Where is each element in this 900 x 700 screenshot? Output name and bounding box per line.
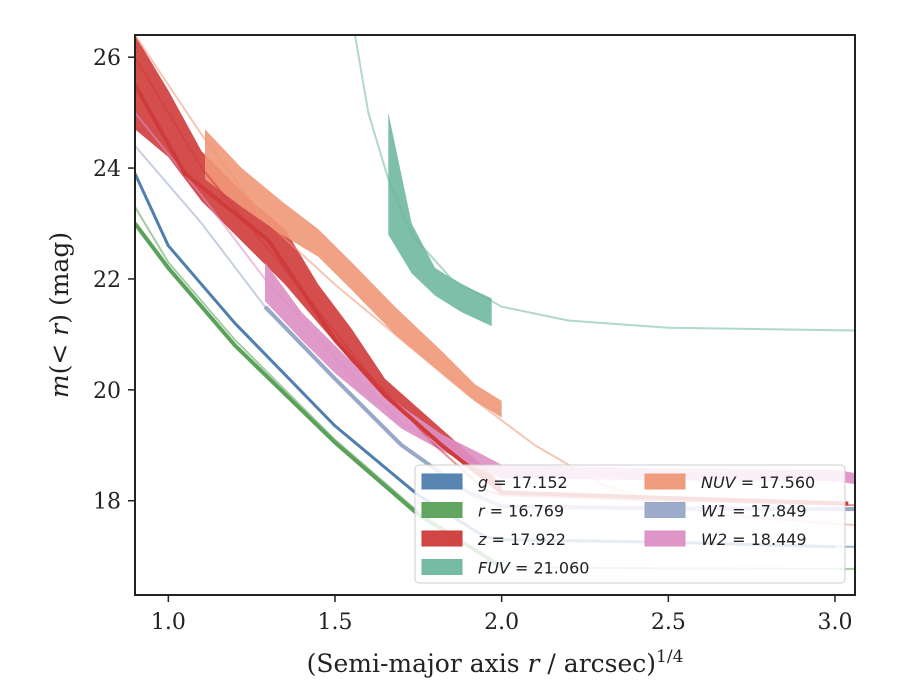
legend-swatch-z	[421, 530, 463, 547]
legend-swatch-g	[421, 473, 463, 490]
x-tick-label: 2.0	[484, 610, 519, 635]
legend-swatch-fuv	[421, 559, 463, 575]
x-tick-label: 1.0	[151, 610, 186, 635]
legend-label-r: r = 16.769	[478, 502, 564, 521]
y-tick-label: 20	[93, 379, 121, 404]
legend-label-w1: W1 = 17.849	[701, 502, 807, 521]
legend-swatch-w2	[644, 530, 686, 547]
w2-model-line	[135, 111, 855, 477]
fuv-model-line	[354, 35, 855, 332]
y-tick-label: 24	[93, 157, 121, 182]
x-axis-label: (Semi-major axis r / arcsec)1/4	[307, 647, 684, 678]
z-model-line	[135, 56, 855, 507]
legend-label-w2: W2 = 18.449	[701, 530, 807, 549]
y-tick-label: 18	[93, 490, 121, 515]
y-axis: 18 20 22 24 26	[93, 46, 135, 515]
legend-swatch-w1	[644, 502, 686, 518]
uncertainty-bands	[135, 35, 855, 496]
y-tick-label: 22	[93, 268, 121, 293]
w2-band	[265, 262, 855, 485]
plot-frame	[134, 34, 856, 596]
legend-swatch-nuv	[644, 473, 686, 490]
nuv-model-line	[135, 35, 855, 527]
legend-label-nuv: NUV = 17.560	[701, 473, 815, 492]
legend-box	[414, 464, 846, 584]
legend-label-z: z = 17.922	[477, 530, 566, 549]
legend: g = 17.152 r = 16.769 z = 17.922 FUV = 21.0…	[414, 464, 846, 584]
z-data-line	[135, 83, 849, 506]
x-tick-label: 3.0	[818, 610, 853, 635]
nuv-band	[205, 129, 502, 418]
x-axis: 1.0 1.5 2.0 2.5 3.0	[151, 595, 853, 635]
legend-swatch-r	[421, 502, 463, 518]
x-tick-label: 2.5	[651, 610, 686, 635]
x-tick-label: 1.5	[318, 610, 353, 635]
y-axis-label: m(< r) (mag)	[45, 232, 74, 398]
fuv-band	[388, 112, 492, 327]
legend-label-g: g = 17.152	[478, 473, 568, 492]
y-tick-label: 26	[93, 46, 121, 71]
legend-label-fuv: FUV = 21.060	[478, 559, 589, 578]
